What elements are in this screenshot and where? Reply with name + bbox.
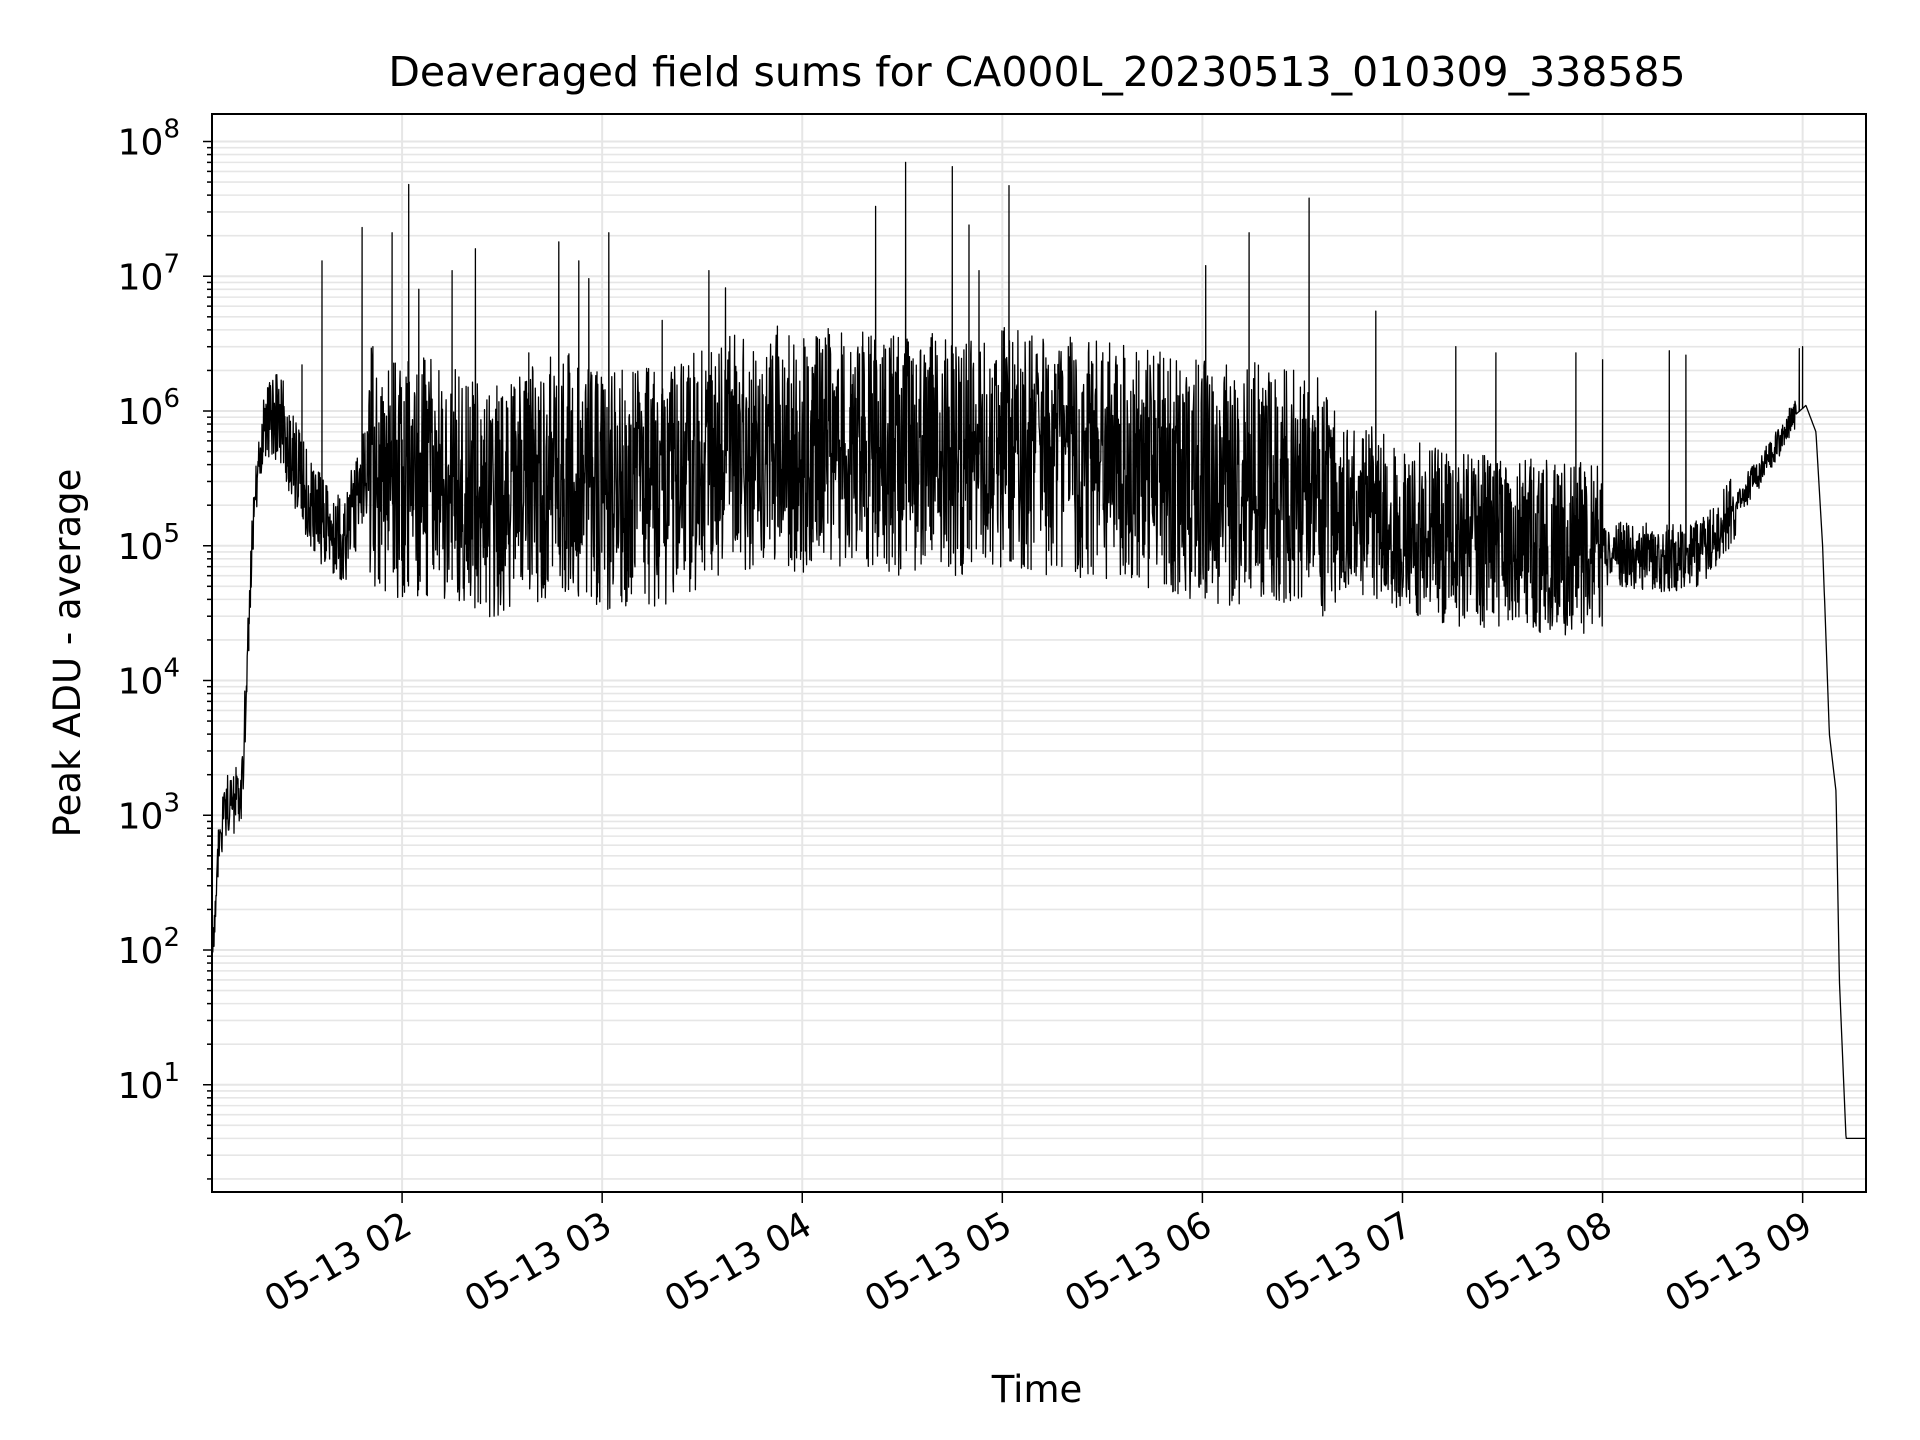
y-tick-label-base: 10 (118, 796, 164, 837)
y-tick-label: 105 (118, 519, 180, 568)
y-tick-label-exponent: 1 (163, 1058, 180, 1088)
y-tick-label-base: 10 (118, 392, 164, 433)
y-tick-label-base: 10 (118, 1066, 164, 1107)
y-tick-label-exponent: 2 (163, 923, 180, 953)
chart-title: Deaveraged field sums for CA000L_2023051… (388, 48, 1685, 96)
y-tick-label: 106 (118, 384, 180, 433)
y-tick-label-exponent: 7 (163, 249, 180, 279)
y-tick-label: 102 (118, 923, 180, 972)
series-path (212, 161, 1866, 1140)
y-tick-label-exponent: 5 (163, 519, 180, 549)
y-tick-label-base: 10 (118, 931, 164, 972)
y-tick-label-base: 10 (118, 662, 164, 703)
y-tick-label-base: 10 (118, 257, 164, 298)
series-line (212, 161, 1866, 1140)
y-tick-label: 107 (118, 249, 180, 298)
x-axis-label: Time (991, 1368, 1083, 1411)
y-tick-label-base: 10 (118, 527, 164, 568)
y-tick-label: 104 (118, 654, 180, 703)
y-tick-label: 103 (118, 788, 180, 837)
y-tick-label-exponent: 8 (163, 115, 180, 145)
y-tick-label: 101 (118, 1058, 180, 1107)
plot-frame (211, 113, 1867, 1193)
y-tick-label-exponent: 6 (163, 384, 180, 414)
y-axis-label: Peak ADU - average (46, 469, 89, 838)
y-tick-label-exponent: 4 (163, 654, 180, 684)
y-tick-label-exponent: 3 (163, 788, 180, 818)
y-tick-label: 108 (118, 115, 180, 164)
y-tick-label-base: 10 (118, 123, 164, 164)
